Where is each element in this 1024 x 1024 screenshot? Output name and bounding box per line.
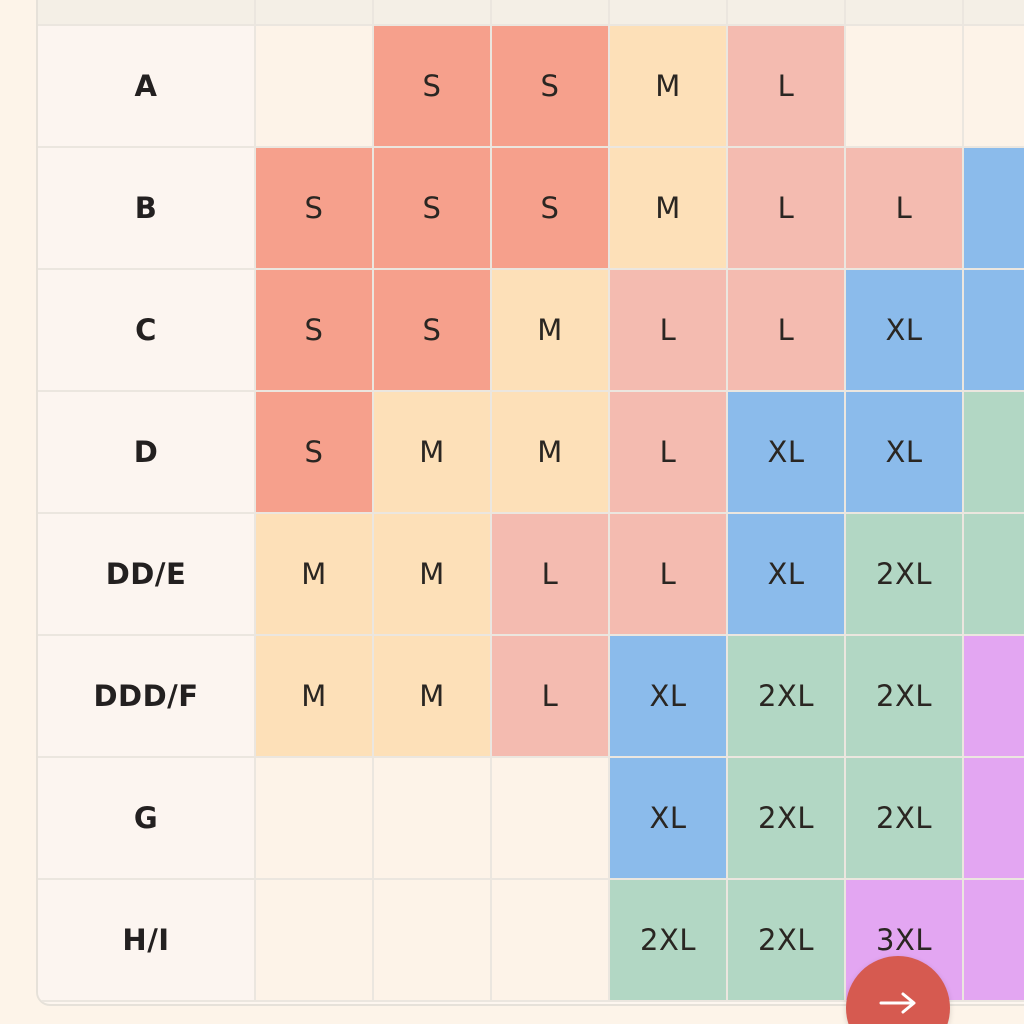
size-cell: S <box>492 26 610 148</box>
header-cell <box>728 0 846 26</box>
cup-size-label: DDD/F <box>38 636 256 758</box>
size-cell: S <box>492 148 610 270</box>
cup-size-label: B <box>38 148 256 270</box>
size-cell: L <box>492 636 610 758</box>
size-chart-table: A S S M L B S S S M L L C S S M L L XL D S M M L XL XL DD/E M M L L XL 2… <box>38 0 1024 1002</box>
cup-size-label: H/I <box>38 880 256 1002</box>
size-cell: XL <box>610 636 728 758</box>
size-cell: 2XL <box>846 758 964 880</box>
size-cell: XL <box>728 392 846 514</box>
size-cell: XL <box>846 392 964 514</box>
size-cell: 2XL <box>728 758 846 880</box>
size-cell: L <box>610 514 728 636</box>
empty-cell <box>492 758 610 880</box>
header-cell <box>374 0 492 26</box>
arrow-right-icon <box>879 992 916 1014</box>
size-cell: L <box>728 148 846 270</box>
size-cell: S <box>256 392 374 514</box>
header-corner-cell <box>38 0 256 26</box>
size-cell: S <box>256 148 374 270</box>
size-cell: L <box>492 514 610 636</box>
size-cell: S <box>374 26 492 148</box>
empty-cell <box>492 880 610 1002</box>
cup-size-label: G <box>38 758 256 880</box>
size-cell: M <box>374 392 492 514</box>
empty-cell <box>964 758 1024 880</box>
size-cell: M <box>492 270 610 392</box>
size-cell: M <box>374 636 492 758</box>
size-cell: 2XL <box>846 636 964 758</box>
empty-cell <box>964 26 1024 148</box>
size-cell: M <box>492 392 610 514</box>
empty-cell <box>964 514 1024 636</box>
size-cell: 2XL <box>728 880 846 1002</box>
size-cell: XL <box>846 270 964 392</box>
size-cell: S <box>256 270 374 392</box>
size-cell: XL <box>728 514 846 636</box>
empty-cell <box>964 392 1024 514</box>
size-cell: M <box>256 514 374 636</box>
empty-cell <box>964 148 1024 270</box>
size-cell: 2XL <box>728 636 846 758</box>
header-cell <box>846 0 964 26</box>
cup-size-label: C <box>38 270 256 392</box>
empty-cell <box>964 636 1024 758</box>
header-cell <box>964 0 1024 26</box>
size-cell: L <box>728 270 846 392</box>
size-chart-card: A S S M L B S S S M L L C S S M L L XL D S M M L XL XL DD/E M M L L XL 2… <box>36 0 1024 1006</box>
size-cell: 2XL <box>610 880 728 1002</box>
size-cell: XL <box>610 758 728 880</box>
size-cell: S <box>374 148 492 270</box>
empty-cell <box>256 880 374 1002</box>
header-cell <box>610 0 728 26</box>
size-cell: L <box>610 270 728 392</box>
size-cell: L <box>846 148 964 270</box>
cup-size-label: D <box>38 392 256 514</box>
empty-cell <box>964 270 1024 392</box>
empty-cell <box>256 758 374 880</box>
size-cell: L <box>610 392 728 514</box>
empty-cell <box>374 880 492 1002</box>
empty-cell <box>846 26 964 148</box>
empty-cell <box>256 26 374 148</box>
header-cell <box>492 0 610 26</box>
size-cell: L <box>728 26 846 148</box>
size-cell: S <box>374 270 492 392</box>
size-cell: M <box>610 148 728 270</box>
header-cell <box>256 0 374 26</box>
size-cell: M <box>374 514 492 636</box>
cup-size-label: DD/E <box>38 514 256 636</box>
size-cell: M <box>256 636 374 758</box>
empty-cell <box>964 880 1024 1002</box>
cup-size-label: A <box>38 26 256 148</box>
empty-cell <box>374 758 492 880</box>
size-cell: M <box>610 26 728 148</box>
size-cell: 2XL <box>846 514 964 636</box>
